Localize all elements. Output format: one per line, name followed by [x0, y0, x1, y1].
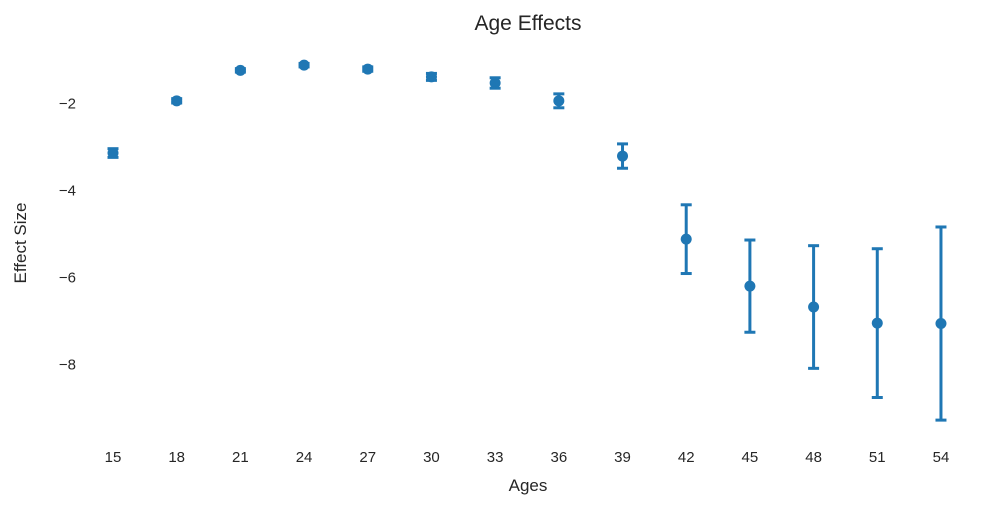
data-point [171, 95, 183, 107]
x-tick-label: 21 [232, 449, 249, 466]
x-tick-label: 27 [359, 449, 376, 466]
data-point [871, 317, 883, 329]
data-point [234, 64, 246, 76]
x-tick-label: 45 [742, 449, 759, 466]
data-point [744, 280, 756, 292]
data-point [362, 63, 374, 75]
data-point [808, 301, 820, 313]
x-axis-label: Ages [508, 476, 548, 495]
x-tick-label: 24 [296, 449, 313, 466]
data-point [298, 59, 310, 71]
data-point [935, 318, 947, 330]
y-tick-label: −8 [59, 357, 76, 374]
y-tick-label: −4 [59, 183, 76, 200]
data-point [489, 77, 501, 89]
x-tick-label: 33 [487, 449, 504, 466]
data-point [107, 147, 119, 159]
x-tick-label: 15 [105, 449, 122, 466]
x-tick-label: 18 [168, 449, 185, 466]
y-tick-label: −6 [59, 270, 76, 287]
chart-title: Age Effects [474, 12, 582, 35]
data-point [553, 95, 565, 107]
data-point [680, 233, 692, 245]
x-tick-label: 48 [805, 449, 822, 466]
x-tick-label: 51 [869, 449, 886, 466]
y-tick-label: −2 [59, 96, 76, 113]
x-tick-label: 39 [614, 449, 631, 466]
x-tick-label: 30 [423, 449, 440, 466]
x-tick-label: 42 [678, 449, 695, 466]
x-tick-label: 36 [550, 449, 567, 466]
data-point [425, 71, 437, 83]
data-point [617, 150, 629, 162]
x-tick-label: 54 [933, 449, 950, 466]
